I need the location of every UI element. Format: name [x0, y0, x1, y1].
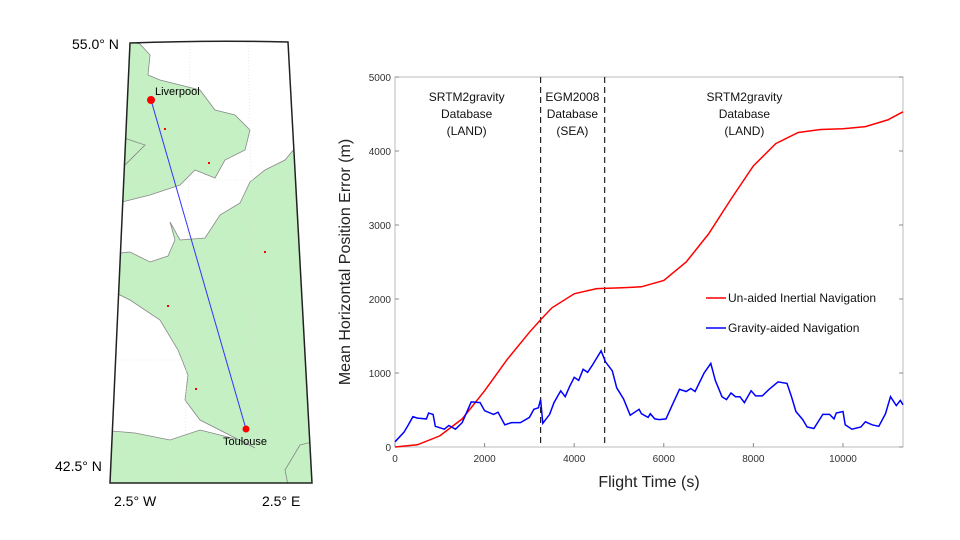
- legend-label: Un-aided Inertial Navigation: [728, 291, 876, 305]
- region-annotation: (LAND): [447, 124, 487, 138]
- land-france: [110, 139, 312, 483]
- region-annotation: SRTM2gravity: [707, 90, 783, 104]
- chart-panel: 0 2000 4000 6000 8000 10000 0 1000 2000 3000 4000 5…: [337, 73, 904, 491]
- x-axis-label: Flight Time (s): [598, 474, 699, 491]
- region-annotation: Database: [719, 107, 771, 121]
- region-annotation: Database: [547, 107, 599, 121]
- y-tick-label: 2000: [369, 295, 392, 306]
- y-tick-label: 5000: [369, 73, 392, 84]
- city-marker-liverpool: [147, 96, 155, 104]
- y-axis-label: Mean Horizontal Position Error (m): [337, 139, 354, 385]
- lon-label-west: 2.5° W: [114, 493, 157, 509]
- region-annotation: SRTM2gravity: [429, 90, 505, 104]
- y-tick-label: 1000: [369, 369, 392, 380]
- region-annotation: EGM2008: [545, 90, 599, 104]
- y-tick-label: 3000: [369, 221, 392, 232]
- x-tick-label: 2000: [473, 454, 496, 465]
- region-annotation: Database: [441, 107, 493, 121]
- series-line-1: [394, 349, 904, 443]
- route-line: [150, 99, 247, 430]
- x-tick-label: 4000: [563, 454, 586, 465]
- legend-label: Gravity-aided Navigation: [728, 321, 859, 335]
- region-annotation: (LAND): [724, 124, 764, 138]
- series-line-0: [394, 111, 904, 448]
- lat-label-bottom: 42.5° N: [55, 458, 102, 474]
- map-frame: [109, 40, 313, 484]
- city-marker-toulouse: [242, 425, 250, 433]
- x-tick-label: 10000: [829, 454, 857, 465]
- x-tick-label: 0: [392, 454, 398, 465]
- map-panel: Liverpool Toulouse 55.0° N 42.5° N 2.5° …: [55, 36, 313, 509]
- plot-area: [394, 76, 904, 448]
- legend: Un-aided Inertial Navigation Gravity-aide…: [706, 291, 876, 335]
- lat-label-top: 55.0° N: [72, 36, 119, 52]
- y-tick-label: 4000: [369, 147, 392, 158]
- city-label-toulouse: Toulouse: [223, 436, 267, 448]
- x-tick-label: 6000: [653, 454, 676, 465]
- x-tick-label: 8000: [742, 454, 765, 465]
- city-label-liverpool: Liverpool: [155, 86, 200, 98]
- y-tick-label: 0: [385, 443, 391, 454]
- lon-label-east: 2.5° E: [262, 493, 300, 509]
- region-annotation: (SEA): [556, 124, 588, 138]
